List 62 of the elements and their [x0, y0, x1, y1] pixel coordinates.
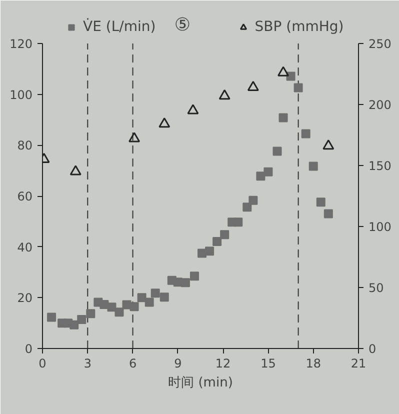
point: [256, 172, 266, 181]
x-tick-label: 6: [128, 356, 137, 370]
y-tick-label: 120: [10, 37, 32, 51]
y2-tick-label: 0: [368, 342, 376, 356]
x-tick-label: 9: [174, 356, 182, 370]
point: [114, 308, 124, 317]
point: [272, 146, 282, 156]
point: [212, 236, 222, 246]
point: [278, 113, 288, 122]
point: [128, 132, 140, 142]
point: [77, 315, 86, 324]
legend-label: SBP (mmHg): [254, 19, 344, 35]
point: [144, 298, 154, 307]
point: [160, 292, 169, 302]
x-axis-title: 时间 (min): [168, 376, 233, 390]
x-tick-label: 21: [350, 356, 366, 370]
y2-tick-label: 200: [368, 98, 392, 112]
y2-tick-label: 100: [368, 220, 392, 234]
point: [242, 202, 252, 212]
point: [187, 104, 199, 114]
y-tick-label: 0: [24, 342, 33, 356]
point: [316, 198, 326, 207]
y2-tick-label: 250: [368, 37, 392, 51]
x-tick-label: 18: [306, 356, 322, 370]
point: [107, 302, 116, 312]
point: [220, 230, 230, 240]
point: [294, 83, 303, 92]
point: [278, 66, 290, 76]
point: [150, 288, 160, 298]
y-tick-label: 60: [17, 190, 33, 204]
point: [301, 129, 310, 138]
point: [264, 167, 273, 176]
point: [234, 218, 243, 227]
point: [286, 72, 296, 81]
legend-label: V̇E (L/min): [83, 19, 156, 35]
y2-tick-label: 150: [368, 159, 392, 173]
point: [137, 293, 146, 302]
point: [47, 312, 56, 322]
point: [190, 272, 199, 281]
point: [180, 278, 190, 288]
x-tick-label: 12: [215, 356, 231, 370]
text: ⑤: [174, 14, 191, 36]
point: [324, 209, 333, 218]
y-tick-label: 100: [10, 88, 32, 102]
point: [70, 320, 79, 330]
point: [322, 139, 334, 150]
point: [247, 80, 259, 92]
point: [158, 117, 170, 128]
point: [130, 302, 139, 312]
x-tick-label: 0: [38, 356, 46, 370]
point: [248, 196, 258, 205]
point: [205, 246, 214, 256]
y-tick-label: 20: [17, 291, 33, 306]
x-tick-label: 15: [260, 356, 276, 370]
y2-tick-label: 50: [368, 281, 384, 295]
point: [218, 89, 230, 100]
y-tick-label: 80: [17, 138, 33, 153]
x-tick-label: 3: [84, 356, 92, 370]
point: [70, 165, 82, 176]
y-tick-label: 40: [17, 240, 33, 254]
point: [308, 162, 318, 171]
point: [86, 309, 96, 318]
